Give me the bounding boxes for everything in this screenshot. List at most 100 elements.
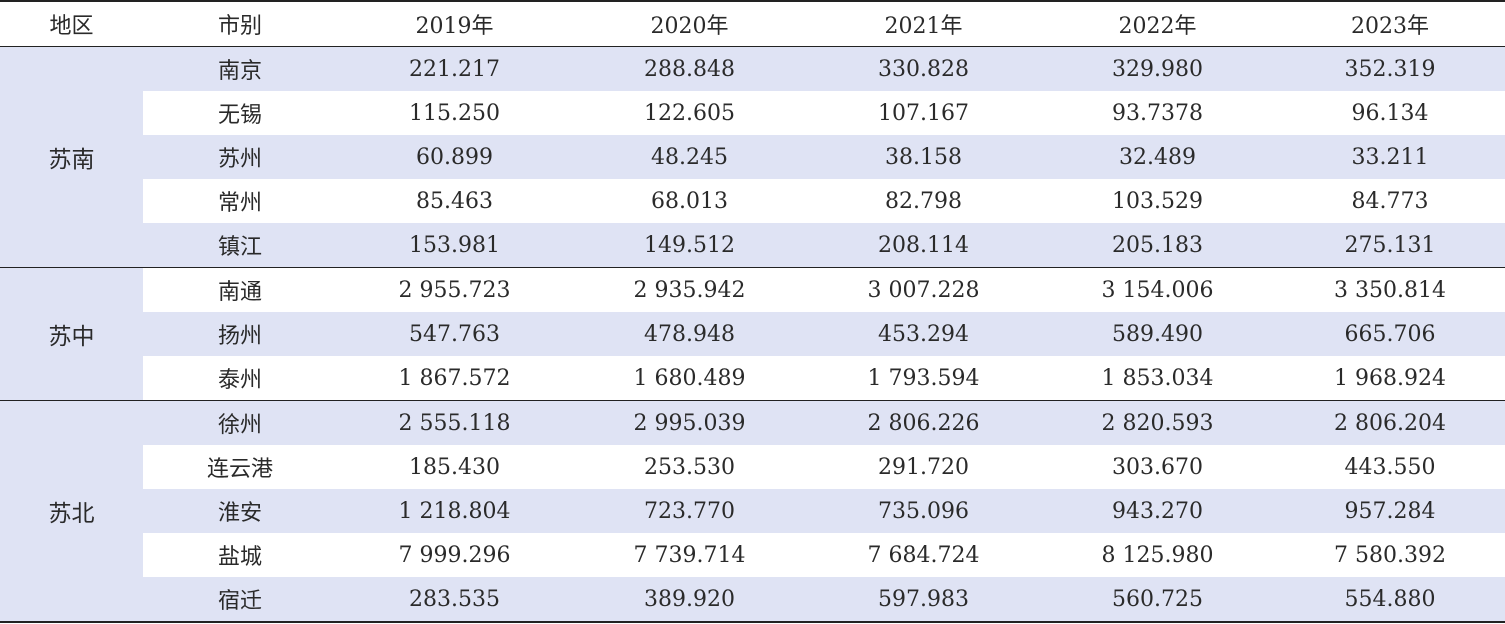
value-cell: 283.535 — [337, 577, 572, 622]
value-cell: 723.770 — [572, 489, 807, 533]
value-cell: 560.725 — [1040, 577, 1275, 622]
value-cell: 33.211 — [1275, 135, 1505, 179]
value-cell: 597.983 — [807, 577, 1040, 622]
value-cell: 3 350.814 — [1275, 267, 1505, 312]
value-cell: 291.720 — [807, 445, 1040, 489]
header-2021: 2021年 — [807, 1, 1040, 47]
city-cell: 苏州 — [143, 135, 337, 179]
city-cell: 徐州 — [143, 400, 337, 445]
table-row: 宿迁 283.535 389.920 597.983 560.725 554.880 — [0, 577, 1505, 622]
header-2022: 2022年 — [1040, 1, 1275, 47]
value-cell: 93.7378 — [1040, 91, 1275, 135]
table-row: 无锡 115.250 122.605 107.167 93.7378 96.134 — [0, 91, 1505, 135]
region-cell: 苏中 — [0, 267, 143, 401]
city-cell: 南通 — [143, 267, 337, 312]
value-cell: 82.798 — [807, 179, 1040, 223]
value-cell: 957.284 — [1275, 489, 1505, 533]
value-cell: 3 007.228 — [807, 267, 1040, 312]
header-2023: 2023年 — [1275, 1, 1505, 47]
table-row: 镇江 153.981 149.512 208.114 205.183 275.131 — [0, 223, 1505, 268]
region-cell: 苏北 — [0, 400, 143, 622]
city-cell: 盐城 — [143, 533, 337, 577]
value-cell: 330.828 — [807, 46, 1040, 91]
city-cell: 连云港 — [143, 445, 337, 489]
value-cell: 3 154.006 — [1040, 267, 1275, 312]
header-2019: 2019年 — [337, 1, 572, 47]
city-cell: 宿迁 — [143, 577, 337, 622]
header-2020: 2020年 — [572, 1, 807, 47]
table-row: 苏南 南京 221.217 288.848 330.828 329.980 352.319 — [0, 46, 1505, 268]
value-cell: 8 125.980 — [1040, 533, 1275, 577]
table-row: 扬州 547.763 478.948 453.294 589.490 665.706 — [0, 312, 1505, 356]
value-cell: 253.530 — [572, 445, 807, 489]
value-cell: 2 806.204 — [1275, 400, 1505, 445]
value-cell: 735.096 — [807, 489, 1040, 533]
header-row: 地区 市别 2019年 2020年 2021年 2022年 2023年 — [0, 1, 1505, 47]
value-cell: 48.245 — [572, 135, 807, 179]
table-row: 常州 85.463 68.013 82.798 103.529 84.773 — [0, 179, 1505, 223]
value-cell: 7 999.296 — [337, 533, 572, 577]
value-cell: 1 218.804 — [337, 489, 572, 533]
value-cell: 1 867.572 — [337, 356, 572, 401]
value-cell: 205.183 — [1040, 223, 1275, 268]
value-cell: 38.158 — [807, 135, 1040, 179]
value-cell: 329.980 — [1040, 46, 1275, 91]
value-cell: 2 820.593 — [1040, 400, 1275, 445]
region-cell: 苏南 — [0, 46, 143, 268]
value-cell: 2 995.039 — [572, 400, 807, 445]
table-row: 苏州 60.899 48.245 38.158 32.489 33.211 — [0, 135, 1505, 179]
value-cell: 275.131 — [1275, 223, 1505, 268]
value-cell: 389.920 — [572, 577, 807, 622]
value-cell: 1 793.594 — [807, 356, 1040, 401]
value-cell: 288.848 — [572, 46, 807, 91]
value-cell: 84.773 — [1275, 179, 1505, 223]
value-cell: 2 555.118 — [337, 400, 572, 445]
value-cell: 2 955.723 — [337, 267, 572, 312]
value-cell: 7 580.392 — [1275, 533, 1505, 577]
value-cell: 96.134 — [1275, 91, 1505, 135]
city-cell: 常州 — [143, 179, 337, 223]
city-cell: 镇江 — [143, 223, 337, 268]
value-cell: 665.706 — [1275, 312, 1505, 356]
value-cell: 589.490 — [1040, 312, 1275, 356]
city-cell: 南京 — [143, 46, 337, 91]
value-cell: 107.167 — [807, 91, 1040, 135]
city-cell: 无锡 — [143, 91, 337, 135]
table-row: 淮安 1 218.804 723.770 735.096 943.270 957.284 — [0, 489, 1505, 533]
value-cell: 943.270 — [1040, 489, 1275, 533]
value-cell: 7 739.714 — [572, 533, 807, 577]
value-cell: 303.670 — [1040, 445, 1275, 489]
value-cell: 115.250 — [337, 91, 572, 135]
value-cell: 453.294 — [807, 312, 1040, 356]
value-cell: 149.512 — [572, 223, 807, 268]
table-row: 苏北 徐州 2 555.118 2 995.039 2 806.226 2 820.593… — [0, 400, 1505, 622]
value-cell: 68.013 — [572, 179, 807, 223]
value-cell: 85.463 — [337, 179, 572, 223]
city-cell: 扬州 — [143, 312, 337, 356]
value-cell: 153.981 — [337, 223, 572, 268]
value-cell: 60.899 — [337, 135, 572, 179]
table-row: 苏中 南通 2 955.723 2 935.942 3 007.228 3 154.006… — [0, 267, 1505, 401]
value-cell: 2 935.942 — [572, 267, 807, 312]
value-cell: 547.763 — [337, 312, 572, 356]
city-cell: 淮安 — [143, 489, 337, 533]
value-cell: 208.114 — [807, 223, 1040, 268]
value-cell: 103.529 — [1040, 179, 1275, 223]
header-region: 地区 — [0, 1, 143, 47]
value-cell: 478.948 — [572, 312, 807, 356]
table-row: 泰州 1 867.572 1 680.489 1 793.594 1 853.034 1 … — [0, 356, 1505, 401]
value-cell: 122.605 — [572, 91, 807, 135]
value-cell: 352.319 — [1275, 46, 1505, 91]
table-row: 盐城 7 999.296 7 739.714 7 684.724 8 125.980 7 … — [0, 533, 1505, 577]
value-cell: 221.217 — [337, 46, 572, 91]
header-city: 市别 — [143, 1, 337, 47]
value-cell: 1 968.924 — [1275, 356, 1505, 401]
value-cell: 1 680.489 — [572, 356, 807, 401]
value-cell: 554.880 — [1275, 577, 1505, 622]
city-cell: 泰州 — [143, 356, 337, 401]
value-cell: 32.489 — [1040, 135, 1275, 179]
value-cell: 7 684.724 — [807, 533, 1040, 577]
table-row: 连云港 185.430 253.530 291.720 303.670 443.550 — [0, 445, 1505, 489]
value-cell: 185.430 — [337, 445, 572, 489]
